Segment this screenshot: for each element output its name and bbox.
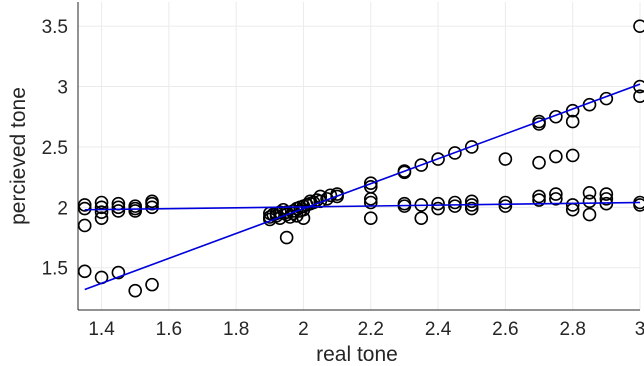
data-point xyxy=(599,192,614,206)
x-tick-label: 3 xyxy=(635,319,644,340)
data-point xyxy=(145,200,159,215)
data-point xyxy=(498,195,513,210)
data-point xyxy=(330,189,344,204)
data-point xyxy=(323,188,338,203)
data-point xyxy=(464,194,479,209)
data-point xyxy=(77,218,92,233)
data-point xyxy=(94,205,109,219)
data-point xyxy=(111,204,126,218)
data-point xyxy=(431,201,445,216)
data-point xyxy=(363,176,378,190)
data-point xyxy=(431,196,445,211)
data-point xyxy=(77,201,92,216)
data-point xyxy=(296,211,311,226)
data-point xyxy=(582,207,597,222)
data-point xyxy=(94,211,109,226)
data-point xyxy=(414,158,429,172)
data-point xyxy=(498,152,513,166)
data-point xyxy=(94,200,109,215)
y-tick-label: 2.5 xyxy=(42,138,68,159)
data-point xyxy=(448,199,462,213)
y-tick-label: 3.5 xyxy=(42,17,68,38)
data-point xyxy=(414,211,429,226)
data-point xyxy=(128,283,143,298)
data-point xyxy=(565,148,580,163)
y-axis-ticks: 1.5 2 2.5 3 3.5 xyxy=(42,17,68,280)
plot-area xyxy=(77,19,644,298)
data-point xyxy=(532,155,546,170)
data-point xyxy=(111,265,126,280)
y-axis-label: percieved tone xyxy=(7,87,30,225)
x-tick-label: 2.8 xyxy=(559,319,585,340)
data-point xyxy=(431,152,445,166)
data-point xyxy=(77,198,92,212)
data-point xyxy=(363,195,378,210)
x-tick-label: 2.2 xyxy=(358,319,384,340)
data-point xyxy=(549,192,563,206)
data-point xyxy=(77,264,92,279)
fit-line-0 xyxy=(84,83,641,291)
data-point xyxy=(464,201,479,216)
data-point xyxy=(532,193,546,207)
data-point xyxy=(111,200,126,215)
data-point xyxy=(565,114,580,129)
data-point xyxy=(549,149,563,164)
data-point xyxy=(582,194,597,209)
y-tick-label: 3 xyxy=(57,78,68,99)
data-point xyxy=(145,196,159,211)
data-point xyxy=(633,19,644,33)
data-point xyxy=(582,186,597,200)
data-point xyxy=(448,195,462,210)
data-point xyxy=(633,89,644,104)
x-tick-label: 1.4 xyxy=(88,319,115,340)
grid xyxy=(77,2,641,311)
data-point xyxy=(279,230,294,245)
x-tick-label: 2.6 xyxy=(492,319,518,340)
data-point xyxy=(363,211,378,226)
data-point xyxy=(397,165,412,180)
data-point xyxy=(498,199,513,213)
fit-line-1 xyxy=(84,201,641,211)
data-point xyxy=(448,146,462,160)
data-point xyxy=(633,198,644,212)
x-tick-label: 1.8 xyxy=(223,319,249,340)
data-point xyxy=(532,189,546,204)
y-tick-label: 1.5 xyxy=(42,259,68,280)
data-point xyxy=(599,187,614,201)
x-axis-label: real tone xyxy=(316,343,398,366)
data-point xyxy=(464,140,479,154)
x-tick-label: 2.4 xyxy=(425,319,452,340)
y-tick-label: 2 xyxy=(57,198,68,219)
data-point xyxy=(549,187,563,201)
data-point xyxy=(94,195,109,210)
data-point xyxy=(279,207,294,222)
x-tick-label: 1.6 xyxy=(156,319,182,340)
x-tick-label: 2 xyxy=(298,319,309,340)
data-point xyxy=(565,198,580,212)
x-axis-ticks: 1.4 1.6 1.8 2 2.2 2.4 2.6 2.8 3 xyxy=(88,319,644,340)
data-point xyxy=(363,192,378,206)
data-point xyxy=(145,277,159,292)
